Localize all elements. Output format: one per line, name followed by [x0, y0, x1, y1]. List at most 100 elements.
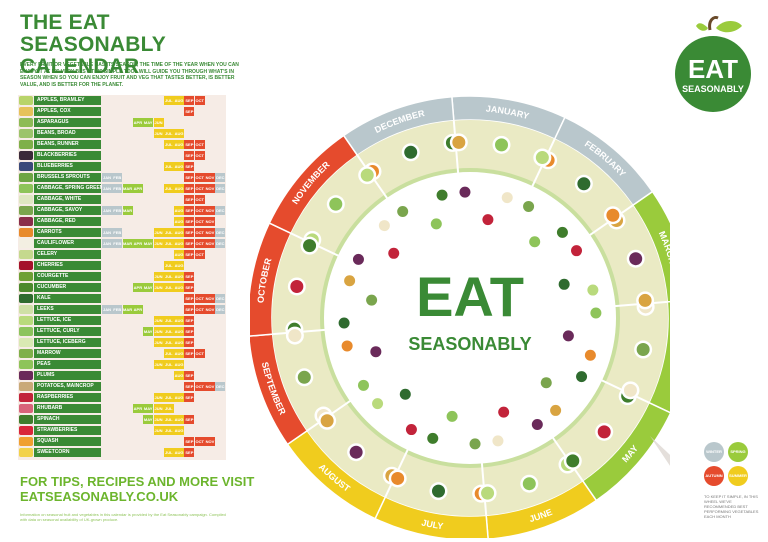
produce-name-bar: [34, 415, 101, 424]
produce-thumbnail: [19, 305, 33, 314]
produce-thumbnail: [19, 404, 33, 413]
logo-circle: [675, 36, 751, 112]
produce-thumbnail: [19, 349, 33, 358]
season-cell: JUL: [163, 184, 174, 193]
produce-thumbnail: [19, 96, 33, 105]
produce-icon: [550, 404, 562, 416]
season-cell: SEP: [184, 272, 195, 281]
produce-name: APPLES, BRAMLEY: [37, 97, 85, 103]
season-cell: JUL: [163, 327, 174, 336]
produce-thumbnail: [19, 382, 33, 391]
produce-icon: [566, 454, 580, 468]
produce-name-bar: [34, 96, 101, 105]
season-cell: MAY: [143, 283, 154, 292]
produce-table: APPLES, BRAMLEY JUL AUG SEP OCT APPLES, COX SE…: [18, 95, 226, 460]
produce-icon: [590, 307, 602, 319]
produce-icon: [303, 239, 317, 253]
season-cell: SEP: [184, 448, 195, 457]
season-cell: SEP: [184, 338, 195, 347]
produce-icon: [366, 294, 378, 306]
season-cell: AUG: [174, 393, 185, 402]
produce-icon: [352, 253, 364, 265]
season-cell: JUL: [163, 239, 174, 248]
season-cell: DEC: [215, 382, 226, 391]
produce-name: BEANS, RUNNER: [37, 141, 79, 147]
produce-name: RASPBERRIES: [37, 394, 74, 400]
produce-icon: [329, 197, 343, 211]
produce-thumbnail: [19, 272, 33, 281]
season-cell: DEC: [215, 294, 226, 303]
season-cell: FEB: [112, 206, 123, 215]
season-cell: OCT: [194, 228, 205, 237]
table-row: KALE SEP OCT NOV DEC: [18, 293, 226, 304]
season-cell: SEP: [184, 437, 195, 446]
season-cell: OCT: [194, 217, 205, 226]
produce-icon: [360, 168, 374, 182]
produce-icon: [388, 247, 400, 259]
season-cell: OCT: [194, 239, 205, 248]
season-cell: SEP: [184, 184, 195, 193]
produce-thumbnail: [19, 360, 33, 369]
season-cell: SEP: [184, 217, 195, 226]
produce-name: BLUEBERRIES: [37, 163, 73, 169]
season-cell: SEP: [184, 107, 195, 116]
produce-name: COURGETTE: [37, 273, 69, 279]
season-cell: JUN: [153, 404, 164, 413]
season-cell: OCT: [194, 184, 205, 193]
season-cell: JUL: [163, 338, 174, 347]
season-cell: JUL: [163, 360, 174, 369]
produce-name-bar: [34, 448, 101, 457]
season-cell: MAR: [122, 184, 133, 193]
produce-icon: [629, 252, 643, 266]
table-row: BEANS, BROAD JUN JUL AUG: [18, 128, 226, 139]
produce-icon: [357, 379, 369, 391]
produce-thumbnail: [19, 129, 33, 138]
season-cell: OCT: [194, 294, 205, 303]
produce-icon: [531, 419, 543, 431]
season-cell: SEP: [184, 239, 195, 248]
produce-icon: [558, 278, 570, 290]
produce-name-bar: [34, 250, 101, 259]
table-row: SPINACH MAY JUN JUL AUG SEP: [18, 414, 226, 425]
season-cell: SEP: [184, 393, 195, 402]
season-cell: APR: [132, 305, 143, 314]
season-cell: FEB: [112, 228, 123, 237]
center-logo-seasonably: SEASONABLY: [408, 334, 531, 354]
produce-name-bar: [34, 382, 101, 391]
season-cell: JUL: [163, 448, 174, 457]
produce-name-bar: [34, 118, 101, 127]
website-link[interactable]: EATSEASONABLY.CO.UK: [20, 489, 179, 504]
produce-icon: [372, 398, 384, 410]
produce-name: MARROW: [37, 350, 61, 356]
season-cell: APR: [132, 283, 143, 292]
season-cell: JUN: [153, 393, 164, 402]
season-cell: DEC: [215, 305, 226, 314]
produce-icon: [576, 371, 588, 383]
tips-heading: FOR TIPS, RECIPES AND MORE VISIT: [20, 474, 255, 489]
produce-name: BRUSSELS SPROUTS: [37, 174, 90, 180]
season-cell: JUN: [153, 118, 164, 127]
legend-note: TO KEEP IT SIMPLE, IN THIS WHEEL WE'VE R…: [704, 494, 759, 519]
season-cell: NOV: [205, 382, 215, 391]
month-label: JULY: [421, 517, 444, 531]
produce-name: SWEETCORN: [37, 449, 70, 455]
season-cell: FEB: [112, 173, 123, 182]
produce-icon: [288, 329, 302, 343]
produce-name: KALE: [37, 295, 51, 301]
produce-name-bar: [34, 349, 101, 358]
season-cell: SEP: [184, 349, 195, 358]
season-cell: NOV: [205, 294, 215, 303]
season-cell: FEB: [112, 184, 123, 193]
season-cell: JUL: [163, 415, 174, 424]
produce-name-bar: [34, 195, 101, 204]
produce-icon: [469, 438, 481, 450]
produce-icon: [636, 343, 650, 357]
season-cell: JUN: [153, 272, 164, 281]
season-cell: JAN: [102, 228, 112, 237]
table-row: BLACKBERRIES SEP OCT: [18, 150, 226, 161]
season-cell: SEP: [184, 162, 195, 171]
table-row: POTATOES, MAINCROP SEP OCT NOV DEC: [18, 381, 226, 392]
produce-icon: [391, 471, 405, 485]
season-cell: JUL: [163, 316, 174, 325]
season-cell: OCT: [194, 250, 205, 259]
